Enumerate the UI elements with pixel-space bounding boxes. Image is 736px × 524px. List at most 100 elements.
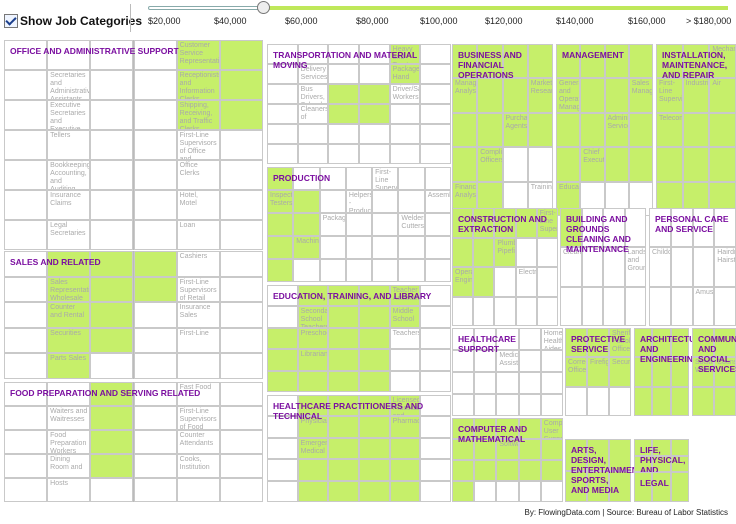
job-cell[interactable] <box>656 147 683 182</box>
job-cell[interactable] <box>372 213 399 236</box>
job-cell[interactable] <box>297 459 329 481</box>
job-cell[interactable] <box>424 167 451 190</box>
job-cell[interactable] <box>328 306 359 328</box>
job-cell[interactable] <box>518 418 541 439</box>
job-cell[interactable] <box>219 302 263 328</box>
job-cell[interactable]: Landscaping and Groundskeeping <box>624 247 646 287</box>
job-cell[interactable]: Machinists <box>293 236 320 259</box>
job-cell[interactable] <box>634 439 653 456</box>
category-tile[interactable]: Heavy and Tractor-Trailer Truck Drivers D… <box>267 44 451 164</box>
job-cell[interactable] <box>359 285 390 307</box>
job-cell[interactable]: Market Research <box>527 78 553 113</box>
job-cell[interactable] <box>328 44 359 64</box>
job-cell[interactable] <box>293 213 320 236</box>
job-cell[interactable]: Teachers <box>389 327 421 350</box>
job-cell[interactable] <box>420 285 451 307</box>
job-cell[interactable] <box>389 144 421 164</box>
job-cell[interactable] <box>319 190 346 213</box>
job-cell[interactable] <box>536 237 558 267</box>
job-cell[interactable]: Secretaries and Administrative Assistant… <box>47 70 91 100</box>
job-cell[interactable] <box>328 395 359 417</box>
job-cell[interactable]: Waiters and Waitresses <box>47 406 91 430</box>
job-cell[interactable]: Licensed Practical and Licensed <box>389 395 421 417</box>
job-cell[interactable] <box>518 394 541 416</box>
job-cell[interactable]: Executive Secretaries and Executive Admi… <box>47 100 91 130</box>
job-cell[interactable] <box>328 285 359 307</box>
job-cell[interactable] <box>90 430 134 454</box>
job-cell[interactable] <box>359 104 390 124</box>
job-cell[interactable]: Computer User Support <box>540 418 563 439</box>
job-cell[interactable] <box>4 454 48 478</box>
job-cell[interactable]: Counter Attendants <box>176 430 220 454</box>
job-cell[interactable] <box>424 213 451 236</box>
job-cell[interactable] <box>452 439 475 460</box>
job-cell[interactable] <box>670 386 689 416</box>
job-cell[interactable] <box>420 104 451 124</box>
job-cell[interactable] <box>692 247 715 287</box>
job-cell[interactable] <box>604 44 629 79</box>
job-cell[interactable] <box>4 40 48 70</box>
job-cell[interactable]: Customer Service Representatives <box>176 40 220 70</box>
job-cell[interactable] <box>328 459 359 481</box>
job-cell[interactable] <box>328 327 359 350</box>
job-cell[interactable] <box>473 237 495 267</box>
job-cell[interactable] <box>219 430 263 454</box>
job-cell[interactable] <box>219 190 263 220</box>
job-cell[interactable] <box>219 353 263 379</box>
job-cell[interactable] <box>496 481 519 502</box>
job-cell[interactable] <box>372 259 399 282</box>
job-cell[interactable]: Compliance Officers <box>477 147 503 182</box>
job-cell[interactable] <box>319 236 346 259</box>
job-cell[interactable] <box>267 416 298 438</box>
job-cell[interactable] <box>4 160 48 190</box>
job-cell[interactable] <box>420 327 451 350</box>
category-tile[interactable]: Mechanics First-Line SupervisorsIndustria… <box>656 44 736 216</box>
job-cell[interactable] <box>587 328 609 358</box>
job-cell[interactable] <box>474 460 497 481</box>
job-cell[interactable] <box>518 372 541 394</box>
job-cell[interactable] <box>267 327 298 350</box>
salary-slider-handle[interactable] <box>257 1 270 14</box>
job-cell[interactable] <box>4 478 48 502</box>
job-cell[interactable] <box>90 353 134 379</box>
category-tile[interactable]: First-Line Supervisors Plumbers, Pipefitt… <box>452 208 558 326</box>
job-cell[interactable] <box>219 478 263 502</box>
job-cell[interactable]: Physicians <box>297 416 329 438</box>
job-cell[interactable] <box>670 247 693 287</box>
job-cell[interactable] <box>90 454 134 478</box>
job-cell[interactable] <box>420 64 451 84</box>
category-tile[interactable]: Childcare Hairdressers, HairstylistsAmuse… <box>649 208 736 326</box>
job-cell[interactable]: Cleaners of <box>297 104 329 124</box>
job-cell[interactable] <box>133 251 177 277</box>
job-cell[interactable]: Delivery Services <box>297 64 329 84</box>
job-cell[interactable] <box>565 386 587 416</box>
job-cell[interactable] <box>267 64 298 84</box>
job-cell[interactable] <box>515 296 537 326</box>
job-cell[interactable] <box>494 296 516 326</box>
job-cell[interactable] <box>682 112 710 148</box>
job-cell[interactable]: Pharmacists <box>389 416 421 438</box>
job-cell[interactable] <box>219 130 263 160</box>
category-tile[interactable]: Management Analysts Market ResearchPurcha… <box>452 44 553 216</box>
job-cell[interactable] <box>581 286 603 326</box>
job-cell[interactable] <box>452 481 475 502</box>
job-cell[interactable]: First-Line Supervisors of Retail Sales W… <box>176 276 220 303</box>
job-cell[interactable] <box>452 296 474 326</box>
job-cell[interactable]: Operating Engineers <box>452 267 474 297</box>
job-cell[interactable] <box>328 84 359 104</box>
job-cell[interactable] <box>452 460 475 481</box>
category-tile[interactable]: General and Operations Managers Sales Man… <box>556 44 653 216</box>
show-categories-checkbox[interactable] <box>4 14 18 28</box>
job-cell[interactable] <box>474 418 497 439</box>
job-cell[interactable] <box>477 44 503 79</box>
job-cell[interactable] <box>297 124 329 144</box>
job-cell[interactable] <box>359 480 390 502</box>
job-cell[interactable] <box>474 481 497 502</box>
job-cell[interactable]: Sheriff's Patrol Officers <box>609 328 631 358</box>
job-cell[interactable] <box>420 44 451 64</box>
job-cell[interactable]: First-Line Supervisors of Office and Adm… <box>176 130 220 160</box>
job-cell[interactable]: Mechanics <box>709 44 736 79</box>
job-cell[interactable] <box>628 147 653 182</box>
job-cell[interactable] <box>90 406 134 430</box>
job-cell[interactable] <box>649 286 671 326</box>
